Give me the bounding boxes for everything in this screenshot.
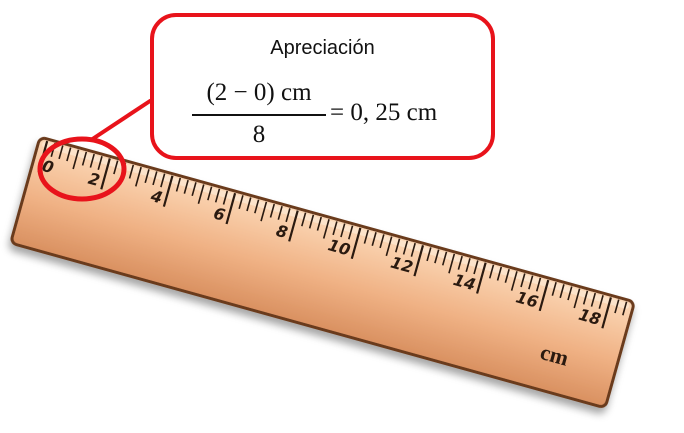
minor-tick — [379, 234, 385, 249]
minor-tick — [598, 295, 604, 309]
minor-tick — [81, 151, 88, 166]
minor-tick — [207, 186, 213, 201]
major-tick — [225, 192, 237, 225]
minor-tick — [488, 264, 495, 279]
formula-result: = 0, 25 cm — [330, 99, 438, 126]
minor-tick — [340, 223, 346, 238]
highlight-circle — [37, 136, 127, 202]
minor-tick — [285, 208, 291, 223]
minor-tick — [260, 201, 268, 222]
tick-label: 2 — [86, 169, 102, 190]
apreciacion-formula: (2 − 0) cm 8 = 0, 25 cm — [190, 79, 480, 155]
minor-tick — [520, 273, 526, 288]
minor-tick — [559, 284, 565, 299]
minor-tick — [222, 190, 229, 205]
minor-tick — [160, 173, 166, 188]
minor-tick — [89, 153, 95, 168]
minor-tick — [573, 288, 581, 309]
apreciacion-callout: Apreciación (2 − 0) cm 8 = 0, 25 cm — [150, 13, 495, 160]
minor-tick — [269, 203, 276, 218]
tick-label: 8 — [274, 221, 290, 242]
ruler-body — [10, 136, 635, 409]
minor-tick — [301, 212, 307, 227]
minor-tick — [58, 145, 64, 160]
minor-tick — [191, 182, 197, 197]
major-tick — [601, 297, 612, 329]
minor-tick — [238, 195, 244, 210]
minor-tick — [175, 177, 182, 192]
tick-label: 4 — [148, 186, 165, 208]
tick-label: 6 — [211, 204, 227, 225]
minor-tick — [394, 238, 401, 253]
minor-tick — [348, 225, 354, 240]
minor-tick — [457, 255, 463, 270]
minor-tick — [622, 301, 628, 316]
minor-tick — [308, 214, 315, 229]
formula-denominator: 8 — [252, 121, 266, 148]
minor-tick — [504, 268, 510, 283]
callout-pointer-line — [89, 99, 152, 142]
minor-tick — [426, 247, 432, 262]
callout-title: Apreciación — [270, 37, 375, 59]
minor-tick — [590, 292, 597, 307]
minor-tick — [322, 219, 330, 239]
minor-tick — [385, 236, 393, 257]
minor-tick — [277, 205, 283, 220]
minor-tick — [72, 149, 80, 170]
minor-tick — [528, 275, 534, 290]
minor-tick — [402, 240, 409, 255]
minor-tick — [448, 253, 456, 274]
minor-tick — [410, 242, 416, 257]
minor-tick — [113, 160, 119, 175]
minor-tick — [567, 286, 573, 301]
tick-label: 0 — [40, 156, 56, 177]
major-tick — [538, 279, 550, 312]
minor-tick — [214, 188, 221, 203]
minor-tick — [434, 249, 440, 264]
minor-tick — [66, 147, 72, 162]
minor-tick — [97, 156, 103, 170]
major-tick — [162, 175, 174, 207]
major-tick — [350, 227, 362, 260]
minor-tick — [496, 266, 503, 281]
minor-tick — [582, 290, 589, 305]
fraction-bar — [192, 114, 326, 116]
minor-tick — [551, 281, 557, 296]
minor-tick — [316, 216, 322, 231]
minor-tick — [246, 197, 252, 212]
minor-tick — [473, 260, 479, 275]
minor-tick — [254, 199, 260, 214]
minor-tick — [465, 258, 471, 273]
major-tick — [413, 244, 425, 277]
minor-tick — [371, 232, 377, 246]
minor-tick — [197, 184, 205, 204]
minor-tick — [363, 229, 369, 244]
major-tick — [100, 158, 111, 190]
minor-tick — [135, 166, 142, 187]
major-tick — [288, 210, 299, 242]
minor-tick — [128, 164, 135, 179]
minor-tick — [535, 277, 542, 292]
minor-tick — [183, 179, 189, 194]
minor-tick — [332, 221, 338, 236]
major-tick — [476, 262, 487, 294]
formula-numerator: (2 − 0) cm — [206, 79, 312, 106]
minor-tick — [614, 299, 620, 314]
minor-tick — [152, 171, 158, 186]
minor-tick — [144, 169, 150, 183]
minor-tick — [441, 251, 448, 266]
minor-tick — [510, 271, 518, 291]
